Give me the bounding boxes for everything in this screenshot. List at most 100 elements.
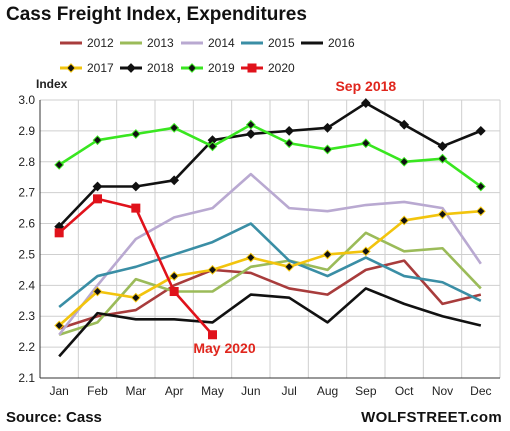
- data-point-2020: [169, 287, 179, 297]
- legend-label: 2020: [268, 61, 295, 75]
- series-2017: [54, 206, 486, 331]
- series-line-2015: [58, 222, 482, 308]
- data-point-2018: [322, 122, 333, 133]
- annotation-label: May 2020: [193, 340, 255, 356]
- legend-label: 2012: [87, 36, 114, 50]
- series-line-2012: [58, 259, 482, 330]
- data-point-2020: [93, 194, 102, 204]
- data-point-2019: [92, 135, 103, 146]
- axes: 2.1 2.2 2.3 2.4 2.5 2.6 2.7 2.8 2.9 3.0 Jan Feb Mar A…: [18, 93, 500, 398]
- y-tick-label: 3.0: [18, 93, 35, 107]
- legend-item-2016: 2016: [301, 36, 355, 50]
- data-point-2017: [284, 261, 295, 272]
- x-tick-label: Feb: [87, 384, 108, 398]
- legend-item-2014: 2014: [181, 36, 235, 50]
- data-point-2017: [360, 246, 371, 257]
- legend-marker: [66, 63, 76, 73]
- data-point-2019: [284, 138, 295, 149]
- x-tick-label: Jan: [49, 384, 68, 398]
- data-point-2019: [437, 153, 448, 164]
- x-tick-label: Apr: [165, 384, 184, 398]
- y-tick-label: 2.7: [18, 186, 35, 200]
- legend-item-2015: 2015: [241, 36, 295, 50]
- y-tick-label: 2.4: [18, 278, 35, 292]
- gridlines: [39, 99, 501, 379]
- data-point-2017: [130, 292, 141, 303]
- legend-item-2018: 2018: [120, 61, 174, 75]
- series-2012: [58, 259, 482, 330]
- data-point-2019: [169, 122, 180, 133]
- x-tick-label: Aug: [317, 384, 338, 398]
- series-2018: [54, 98, 486, 232]
- series-line-2019: [58, 123, 482, 188]
- data-point-2019: [360, 138, 371, 149]
- legend-label: 2013: [147, 36, 174, 50]
- y-tick-label: 2.3: [18, 309, 35, 323]
- x-tick-label: Jun: [241, 384, 260, 398]
- data-point-2019: [399, 156, 410, 167]
- legend-marker: [187, 63, 197, 73]
- data-point-2019: [130, 129, 141, 139]
- data-point-2017: [399, 215, 410, 226]
- annotations: Sep 2018 May 2020: [193, 78, 396, 356]
- x-tick-label: Dec: [470, 384, 491, 398]
- legend-item-2019: 2019: [181, 61, 235, 75]
- data-point-2018: [245, 129, 256, 139]
- data-point-2020: [54, 228, 64, 238]
- data-point-2020: [131, 203, 141, 213]
- data-point-2017: [475, 206, 486, 217]
- data-point-2018: [284, 125, 295, 136]
- x-tick-label: Oct: [395, 384, 414, 398]
- data-point-2017: [322, 249, 333, 260]
- x-tick-label: Nov: [432, 384, 453, 398]
- x-tick-label: May: [201, 384, 224, 398]
- series-2016: [58, 287, 482, 358]
- data-point-2018: [475, 125, 486, 136]
- series-group: [54, 98, 486, 358]
- series-line-2016: [58, 287, 482, 358]
- data-point-2019: [245, 119, 256, 130]
- legend-item-2017: 2017: [60, 61, 114, 75]
- data-point-2017: [92, 286, 103, 297]
- legend-item-2020: 2020: [241, 61, 295, 75]
- y-tick-label: 2.5: [18, 247, 35, 261]
- data-point-2018: [437, 141, 448, 152]
- legend-item-2013: 2013: [120, 36, 174, 50]
- source-note: Source: Cass: [6, 409, 102, 426]
- data-point-2018: [399, 119, 410, 130]
- series-line-2013: [58, 231, 482, 336]
- data-point-2019: [207, 141, 218, 152]
- data-point-2018: [360, 98, 371, 108]
- chart-title: Cass Freight Index, Expenditures: [6, 4, 307, 25]
- series-2013: [58, 231, 482, 336]
- data-point-2017: [207, 264, 218, 275]
- y-tick-label: 2.6: [18, 217, 35, 231]
- legend-marker: [247, 63, 257, 73]
- series-2019: [54, 119, 486, 192]
- data-point-2017: [437, 209, 448, 220]
- legend-item-2012: 2012: [60, 36, 114, 50]
- y-tick-label: 2.2: [18, 340, 35, 354]
- x-tick-label: Sep: [355, 384, 377, 398]
- data-point-2017: [54, 320, 65, 331]
- legend-label: 2018: [147, 61, 174, 75]
- data-point-2018: [169, 175, 180, 186]
- series-line-2017: [58, 209, 481, 327]
- series-2015: [58, 222, 482, 308]
- data-point-2019: [322, 144, 333, 155]
- x-tick-label: Mar: [125, 384, 146, 398]
- data-point-2017: [169, 271, 180, 281]
- legend-label: 2015: [268, 36, 295, 50]
- series-line-2014: [58, 172, 482, 336]
- y-axis-label: Index: [36, 77, 68, 91]
- data-point-2018: [92, 181, 103, 192]
- data-point-2020: [208, 330, 217, 340]
- legend-label: 2014: [208, 36, 235, 50]
- data-point-2017: [245, 252, 256, 263]
- y-tick-label: 2.8: [18, 155, 35, 169]
- legend-label: 2019: [208, 61, 235, 75]
- data-point-2018: [130, 181, 141, 192]
- y-tick-label: 2.9: [18, 124, 35, 138]
- legend-label: 2017: [87, 61, 114, 75]
- y-tick-label: 2.1: [18, 371, 35, 385]
